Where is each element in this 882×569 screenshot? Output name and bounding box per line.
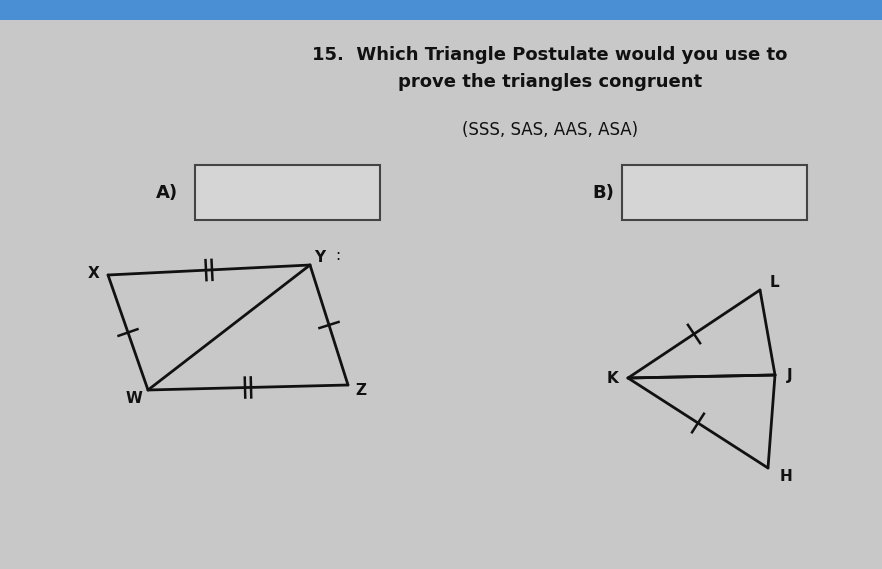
Text: Z: Z <box>355 382 367 398</box>
Text: :: : <box>335 248 340 262</box>
Text: prove the triangles congruent: prove the triangles congruent <box>398 73 702 91</box>
Text: W: W <box>125 390 142 406</box>
Text: B): B) <box>592 184 614 202</box>
Text: Y: Y <box>315 249 325 265</box>
Bar <box>195 165 380 220</box>
Bar <box>622 165 807 220</box>
Bar <box>0 0 882 20</box>
Text: (SSS, SAS, AAS, ASA): (SSS, SAS, AAS, ASA) <box>462 121 638 139</box>
Text: H: H <box>780 468 793 484</box>
Text: X: X <box>88 266 100 281</box>
Text: K: K <box>606 370 618 386</box>
Text: L: L <box>770 274 780 290</box>
Text: 15.  Which Triangle Postulate would you use to: 15. Which Triangle Postulate would you u… <box>312 46 788 64</box>
Text: J: J <box>787 368 793 382</box>
Text: A): A) <box>156 184 178 202</box>
